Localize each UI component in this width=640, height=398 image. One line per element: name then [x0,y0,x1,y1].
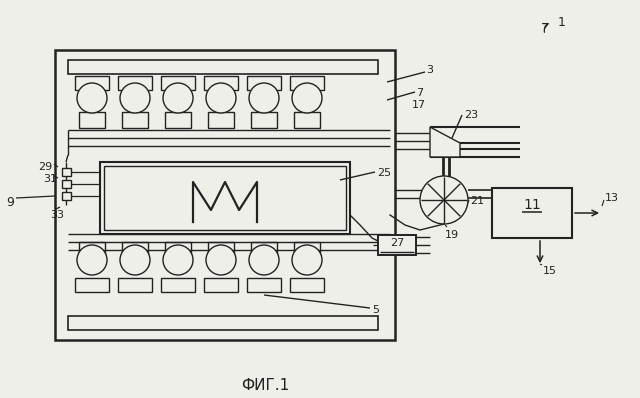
Text: 1: 1 [558,16,566,29]
Bar [100,162,350,234]
Circle shape [120,83,150,113]
Text: 7: 7 [416,88,423,98]
Bar [208,112,234,128]
Bar [294,112,320,128]
Text: 9: 9 [6,196,14,209]
Bar [378,235,416,255]
Bar [161,76,195,90]
Text: 27: 27 [390,238,404,248]
Polygon shape [430,127,460,157]
Bar [118,76,152,90]
Circle shape [120,245,150,275]
Bar [68,316,378,330]
Circle shape [249,245,279,275]
Bar [122,112,148,128]
Circle shape [77,245,107,275]
Bar [75,76,109,90]
Bar [251,242,277,258]
Bar [62,180,71,188]
Bar [79,112,105,128]
Circle shape [249,83,279,113]
Bar [251,112,277,128]
Text: 25: 25 [377,168,391,178]
Text: 15: 15 [543,266,557,276]
Bar [122,242,148,258]
Circle shape [292,83,322,113]
Bar [247,76,281,90]
Bar [492,188,572,238]
Bar [118,278,152,292]
Bar [204,76,238,90]
Text: ФИГ.1: ФИГ.1 [241,378,289,393]
Bar [79,242,105,258]
Bar [62,168,71,176]
Bar [204,278,238,292]
Bar [68,60,378,74]
Bar [165,242,191,258]
Bar [55,50,395,340]
Bar [62,192,71,200]
Circle shape [163,245,193,275]
Circle shape [420,176,468,224]
Circle shape [77,83,107,113]
Text: 13: 13 [605,193,619,203]
Text: 17: 17 [412,100,426,110]
Bar [161,278,195,292]
Text: 21: 21 [470,196,484,206]
Text: 23: 23 [464,110,478,120]
Text: 33: 33 [50,210,64,220]
Bar [290,76,324,90]
Text: 19: 19 [445,230,459,240]
Bar [247,278,281,292]
Text: 5: 5 [372,305,379,315]
Circle shape [292,245,322,275]
Bar [208,242,234,258]
Bar [290,278,324,292]
Circle shape [206,83,236,113]
Text: 31: 31 [43,174,57,184]
Text: 11: 11 [523,198,541,212]
Circle shape [206,245,236,275]
Bar [294,242,320,258]
Bar [75,278,109,292]
Bar [165,112,191,128]
Bar [104,166,346,230]
Text: 29: 29 [38,162,52,172]
Text: 3: 3 [426,65,433,75]
Circle shape [163,83,193,113]
